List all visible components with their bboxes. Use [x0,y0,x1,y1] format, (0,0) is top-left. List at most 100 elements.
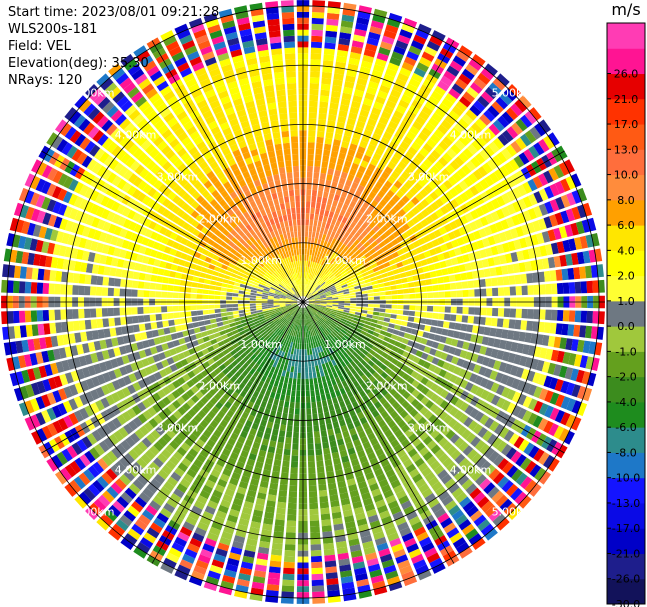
range-gate [325,242,331,249]
range-gate [488,450,500,463]
range-gate [441,425,451,436]
range-gate [387,532,400,542]
range-gate [502,130,514,143]
range-gate [513,354,522,365]
range-gate [277,501,287,509]
range-gate [520,114,533,128]
range-gate [425,215,434,224]
range-gate [327,282,334,287]
range-gate [553,164,565,179]
range-gate [330,312,337,316]
range-gate [471,139,483,152]
range-gate [305,290,308,297]
range-gate [285,532,296,539]
range-gate [440,205,449,215]
range-gate [462,289,469,297]
range-gate [484,63,498,76]
range-gate [401,61,414,72]
range-gate [495,494,509,508]
range-gate [280,597,294,604]
range-gate [353,372,361,380]
range-gate [581,371,591,385]
range-gate [379,268,387,274]
range-gate [232,310,239,315]
range-gate [321,315,328,320]
range-gate [312,256,317,263]
range-gate [337,43,350,52]
range-gate [389,537,402,548]
range-gate [350,458,360,467]
range-gate [438,183,448,194]
range-gate [315,276,320,283]
range-gate [449,60,463,72]
range-gate [321,161,329,168]
range-gate [303,331,306,338]
range-gate [555,196,565,210]
range-gate [328,360,334,368]
range-gate [305,384,310,391]
range-gate [426,285,433,292]
range-gate [296,378,301,385]
range-gate [108,317,115,327]
range-gate [332,304,339,307]
range-gate [314,297,321,300]
range-gate [315,321,320,328]
range-gate [196,305,203,310]
range-gate [419,163,429,173]
range-gate [491,101,504,114]
range-gate [281,585,295,592]
range-gate [428,180,438,190]
range-gate [24,310,32,323]
range-gate [370,335,378,342]
range-gate [568,353,577,366]
range-gate [184,305,191,311]
range-gate [307,455,315,462]
range-gate [544,405,555,418]
range-gate [156,275,164,283]
range-gate [377,142,387,151]
range-gate [369,349,376,356]
range-gate [119,288,126,297]
range-gate [384,313,391,318]
range-gate [347,268,354,274]
range-gate [323,288,330,292]
range-gate [434,107,447,118]
range-gate [484,86,498,100]
range-gate [403,505,415,516]
range-gate [391,358,399,366]
range-gate [319,227,325,234]
range-gate [275,447,283,455]
range-gate [308,130,316,137]
range-gate [326,423,333,430]
range-gate [421,467,432,477]
range-gate [355,294,362,298]
range-gate [426,440,437,450]
range-gate [326,298,333,300]
range-gate [249,306,256,309]
range-gate [517,198,527,211]
range-gate [568,310,576,322]
range-gate [409,468,420,479]
range-gate [332,299,339,302]
range-gate [308,299,315,302]
range-gate [421,173,432,184]
range-gate [556,350,565,363]
range-gate [333,402,340,410]
range-gate [411,157,422,167]
range-gate [421,488,433,499]
range-gate [475,474,487,486]
range-gate [315,284,321,290]
range-gate [449,314,457,322]
range-gate [388,338,396,345]
range-gate [325,131,334,139]
range-gate [328,108,338,116]
range-gate [380,41,393,51]
range-gate [273,423,280,430]
range-gate [329,102,339,110]
range-gate [327,367,333,375]
range-gate [394,429,404,439]
range-gate [156,321,164,329]
range-gate [343,231,350,239]
range-gate [383,359,391,367]
